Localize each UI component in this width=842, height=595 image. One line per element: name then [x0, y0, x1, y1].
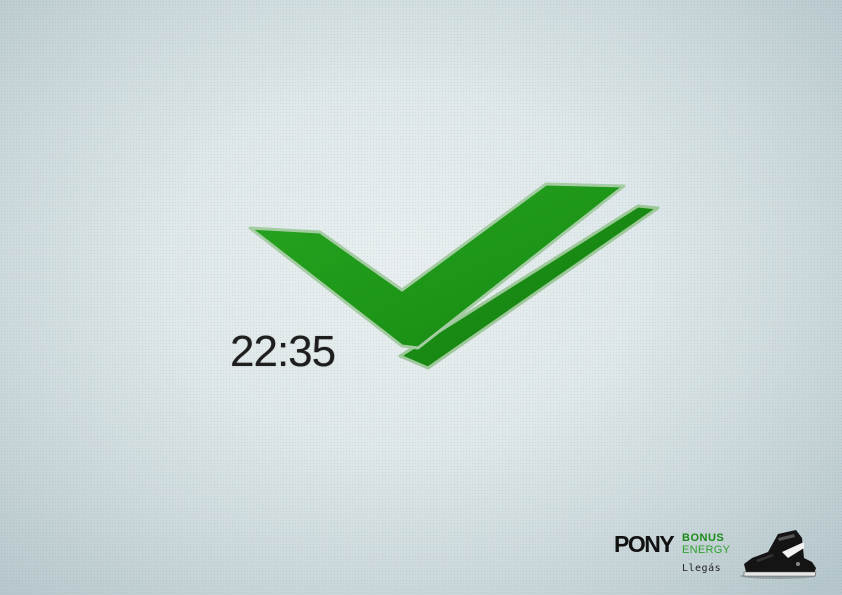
- check-mark-back: [398, 204, 660, 370]
- brand-line-energy: ENERGY: [682, 544, 731, 556]
- check-mark-front: [248, 182, 626, 350]
- pony-logo: PONY: [614, 531, 675, 557]
- sneaker-icon: [740, 530, 817, 579]
- double-check-icon: [248, 182, 660, 370]
- brand-caption: Llegás: [682, 563, 722, 574]
- brand-block: PONY BONUS ENERGY Llegás: [612, 530, 838, 590]
- message-timestamp: 22:35: [230, 327, 336, 376]
- brand-line-bonus: BONUS: [682, 532, 725, 544]
